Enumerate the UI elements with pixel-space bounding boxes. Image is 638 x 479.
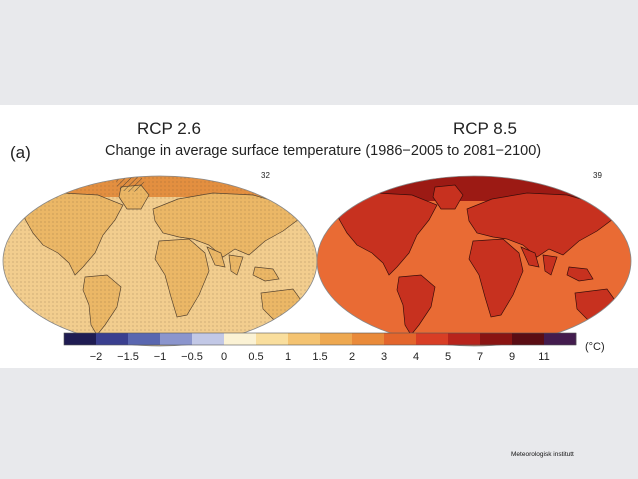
- colorbar-swatch: [352, 333, 385, 345]
- colorbar-swatch: [160, 333, 193, 345]
- colorbar-swatch: [416, 333, 449, 345]
- colorbar-tick-label: 1.5: [312, 351, 328, 363]
- colorbar-tick-label: 7: [476, 351, 484, 363]
- colorbar-swatch: [224, 333, 257, 345]
- colorbar-tick-label: 9: [508, 351, 516, 363]
- colorbar-tick-label: 4: [412, 351, 420, 363]
- colorbar-swatch: [512, 333, 545, 345]
- rcp26-title: RCP 2.6: [137, 119, 201, 138]
- colorbar-tick-label: 2: [348, 351, 356, 363]
- figure-panel: (a) RCP 2.6 RCP 8.5 Change in average su…: [0, 105, 638, 368]
- colorbar: [63, 332, 577, 346]
- colorbar-tick-label: −0.5: [181, 351, 203, 363]
- colorbar-tick-label: 5: [444, 351, 452, 363]
- rcp26-model-count: 32: [261, 171, 270, 180]
- colorbar-tick-label: 0: [220, 351, 228, 363]
- colorbar-swatch: [544, 333, 577, 345]
- colorbar-swatch: [128, 333, 161, 345]
- colorbar-swatch: [384, 333, 417, 345]
- colorbar-tick-label: −1: [153, 351, 167, 363]
- panel-label: (a): [10, 143, 31, 162]
- colorbar-tick-label: 11: [538, 351, 550, 363]
- colorbar-tick-label: 3: [380, 351, 388, 363]
- colorbar-swatch: [320, 333, 353, 345]
- colorbar-swatch: [288, 333, 321, 345]
- map-subtitle: Change in average surface temperature (1…: [105, 143, 542, 159]
- footer-source: Meteorologisk institutt: [511, 451, 574, 458]
- colorbar-tick-label: −2: [89, 351, 103, 363]
- colorbar-swatch: [448, 333, 481, 345]
- colorbar-tick-label: −1.5: [117, 351, 139, 363]
- colorbar-tick-label: 1: [284, 351, 292, 363]
- rcp85-title: RCP 8.5: [453, 119, 517, 138]
- colorbar-swatch: [96, 333, 129, 345]
- colorbar-swatch: [192, 333, 225, 345]
- colorbar-swatch: [480, 333, 513, 345]
- maps-canvas: [2, 175, 632, 347]
- colorbar-unit: (°C): [585, 341, 605, 353]
- colorbar-swatch: [256, 333, 289, 345]
- colorbar-swatch: [64, 333, 97, 345]
- rcp85-model-count: 39: [593, 171, 602, 180]
- colorbar-tick-label: 0.5: [248, 351, 264, 363]
